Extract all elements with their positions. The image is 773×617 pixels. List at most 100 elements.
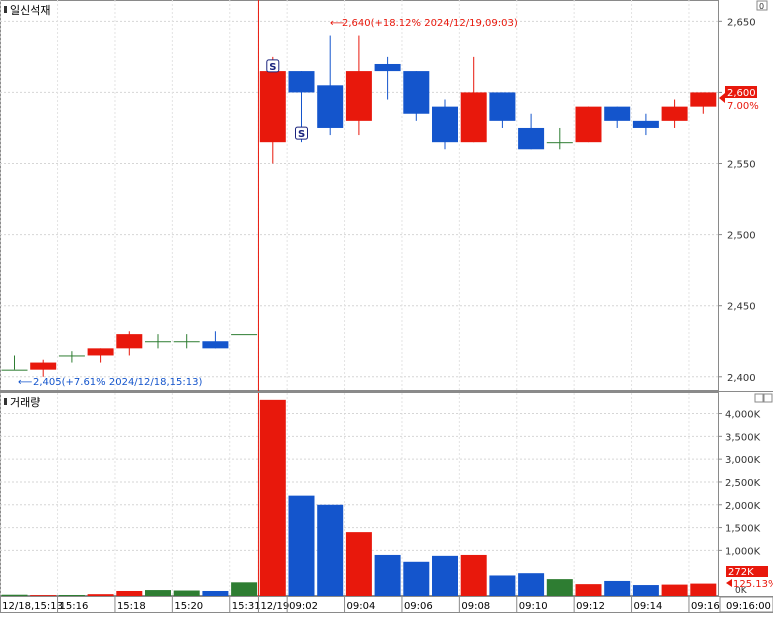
volume-bar [259, 399, 286, 596]
price-gridlines [0, 0, 718, 391]
candlestick [432, 99, 458, 150]
high-annotation-arrow: ⟵ [330, 18, 344, 29]
volume-panel[interactable]: 거래량 [0, 392, 719, 597]
volume-bar [288, 495, 315, 596]
volume-bar [432, 555, 458, 596]
current-price-pointer [719, 93, 725, 103]
price-tick-label: 2,500 [727, 231, 756, 242]
volume-bar [145, 590, 171, 596]
candle-body [259, 71, 286, 143]
current-price-tag: 2,600 7.00% [719, 86, 759, 112]
volume-bar [202, 590, 229, 596]
candle-body [460, 92, 487, 143]
candlestick [690, 92, 717, 114]
volume-bar [116, 590, 143, 596]
candlestick [145, 334, 171, 349]
candle-body [546, 142, 573, 144]
current-volume-box [726, 566, 768, 577]
price-y-axis: 2,400 2,450 2,500 2,550 2,600 2,650 2,600 7.0… [718, 0, 768, 384]
time-tick-label: 09:08 [461, 601, 490, 612]
current-time-label: 09:16:00 [726, 601, 771, 612]
candle-body [145, 341, 171, 343]
price-tick-label: 2,400 [727, 373, 756, 384]
candlestick [58, 351, 85, 363]
signal-marker[interactable]: S [295, 126, 308, 140]
volume-bar [661, 584, 688, 596]
current-time-box [719, 596, 773, 613]
volume-bar [690, 583, 717, 596]
candle-body [30, 362, 57, 370]
volume-tick-label: 4,000K [725, 410, 761, 421]
volume-bar [604, 580, 631, 596]
volume-panel-buttons[interactable] [754, 393, 773, 403]
price-panel-button[interactable]: 0 [756, 0, 768, 11]
price-tick-label: 2,450 [727, 302, 756, 313]
price-chart-title: 일신석재 [10, 3, 50, 17]
time-tick-label: 09:02 [289, 601, 318, 612]
candlestick [87, 348, 114, 363]
candlestick [30, 359, 57, 377]
volume-tick-label: 1,000K [725, 546, 761, 557]
candlestick [575, 106, 602, 143]
volume-bar [403, 561, 430, 596]
candlestick [173, 334, 200, 349]
volume-bar [546, 579, 573, 596]
candle-body [403, 71, 430, 114]
volume-bar [518, 573, 545, 596]
candle-body [518, 127, 545, 150]
price-tick-label: 2,550 [727, 160, 756, 171]
time-tick-label: 09:10 [519, 601, 548, 612]
volume-tick-label: 2,000K [725, 501, 761, 512]
candlestick [518, 113, 545, 150]
volume-chart-title: 거래량 [10, 396, 40, 409]
candle-body [661, 106, 688, 121]
time-tick-label: 09:14 [634, 601, 663, 612]
candle-body [374, 63, 401, 72]
price-panel-button-box[interactable] [756, 0, 768, 11]
current-price-box [725, 86, 757, 98]
candle-body [288, 71, 315, 93]
time-tick-label: 15:31 [232, 601, 261, 612]
candle-body [345, 71, 372, 121]
candle-body [58, 355, 85, 357]
signal-marker[interactable]: S [266, 59, 280, 73]
candle-body [632, 120, 659, 128]
price-panel[interactable]: SS 2,640(+18.12% 2024/12/19,09:03) ⟵ 2,4… [0, 0, 719, 391]
candlestick [374, 56, 401, 100]
volume-y-axis: 1,000K 1,500K 2,000K 2,500K 3,000K 3,500K 4,00… [718, 393, 773, 596]
time-tick-label: 09:06 [404, 601, 433, 612]
time-tick-label: 09:16 [691, 601, 720, 612]
volume-tick-label: 2,500K [725, 478, 761, 489]
candlestick [231, 334, 258, 336]
low-annotation-arrow: ⟵ [18, 377, 32, 388]
volume-panel-close-button[interactable] [763, 393, 773, 403]
candle-body [575, 106, 602, 143]
volume-bar [231, 582, 258, 596]
volume-bar [489, 575, 516, 596]
price-plot-frame [0, 0, 719, 391]
volume-tick-label: 1,500K [725, 524, 761, 535]
volume-bar [460, 554, 487, 596]
candle-body [202, 341, 229, 349]
volume-panel-restore-button[interactable] [754, 393, 764, 403]
volume-bar [30, 595, 57, 597]
high-price-annotation: 2,640(+18.12% 2024/12/19,09:03) [342, 18, 518, 29]
volume-bar-series [1, 399, 717, 597]
candlestick [116, 331, 143, 356]
volume-bar [87, 594, 114, 596]
candlestick [202, 331, 229, 349]
candle-body [1, 369, 28, 371]
price-annotations: 2,640(+18.12% 2024/12/19,09:03) ⟵ 2,405(… [18, 18, 518, 388]
volume-title-marker [4, 398, 7, 405]
volume-panel-title: 거래량 [4, 396, 40, 409]
current-ratio-label: 125.13% [733, 579, 773, 590]
signal-markers[interactable]: SS [266, 59, 308, 140]
price-panel-title: 일신석재 [4, 3, 50, 17]
time-tick-label: 15:20 [174, 601, 203, 612]
time-tick-label: 12/19 [260, 601, 289, 612]
volume-bar [173, 590, 200, 596]
current-volume-tag: 272K 125.13% [726, 566, 773, 590]
candlestick [1, 355, 28, 371]
